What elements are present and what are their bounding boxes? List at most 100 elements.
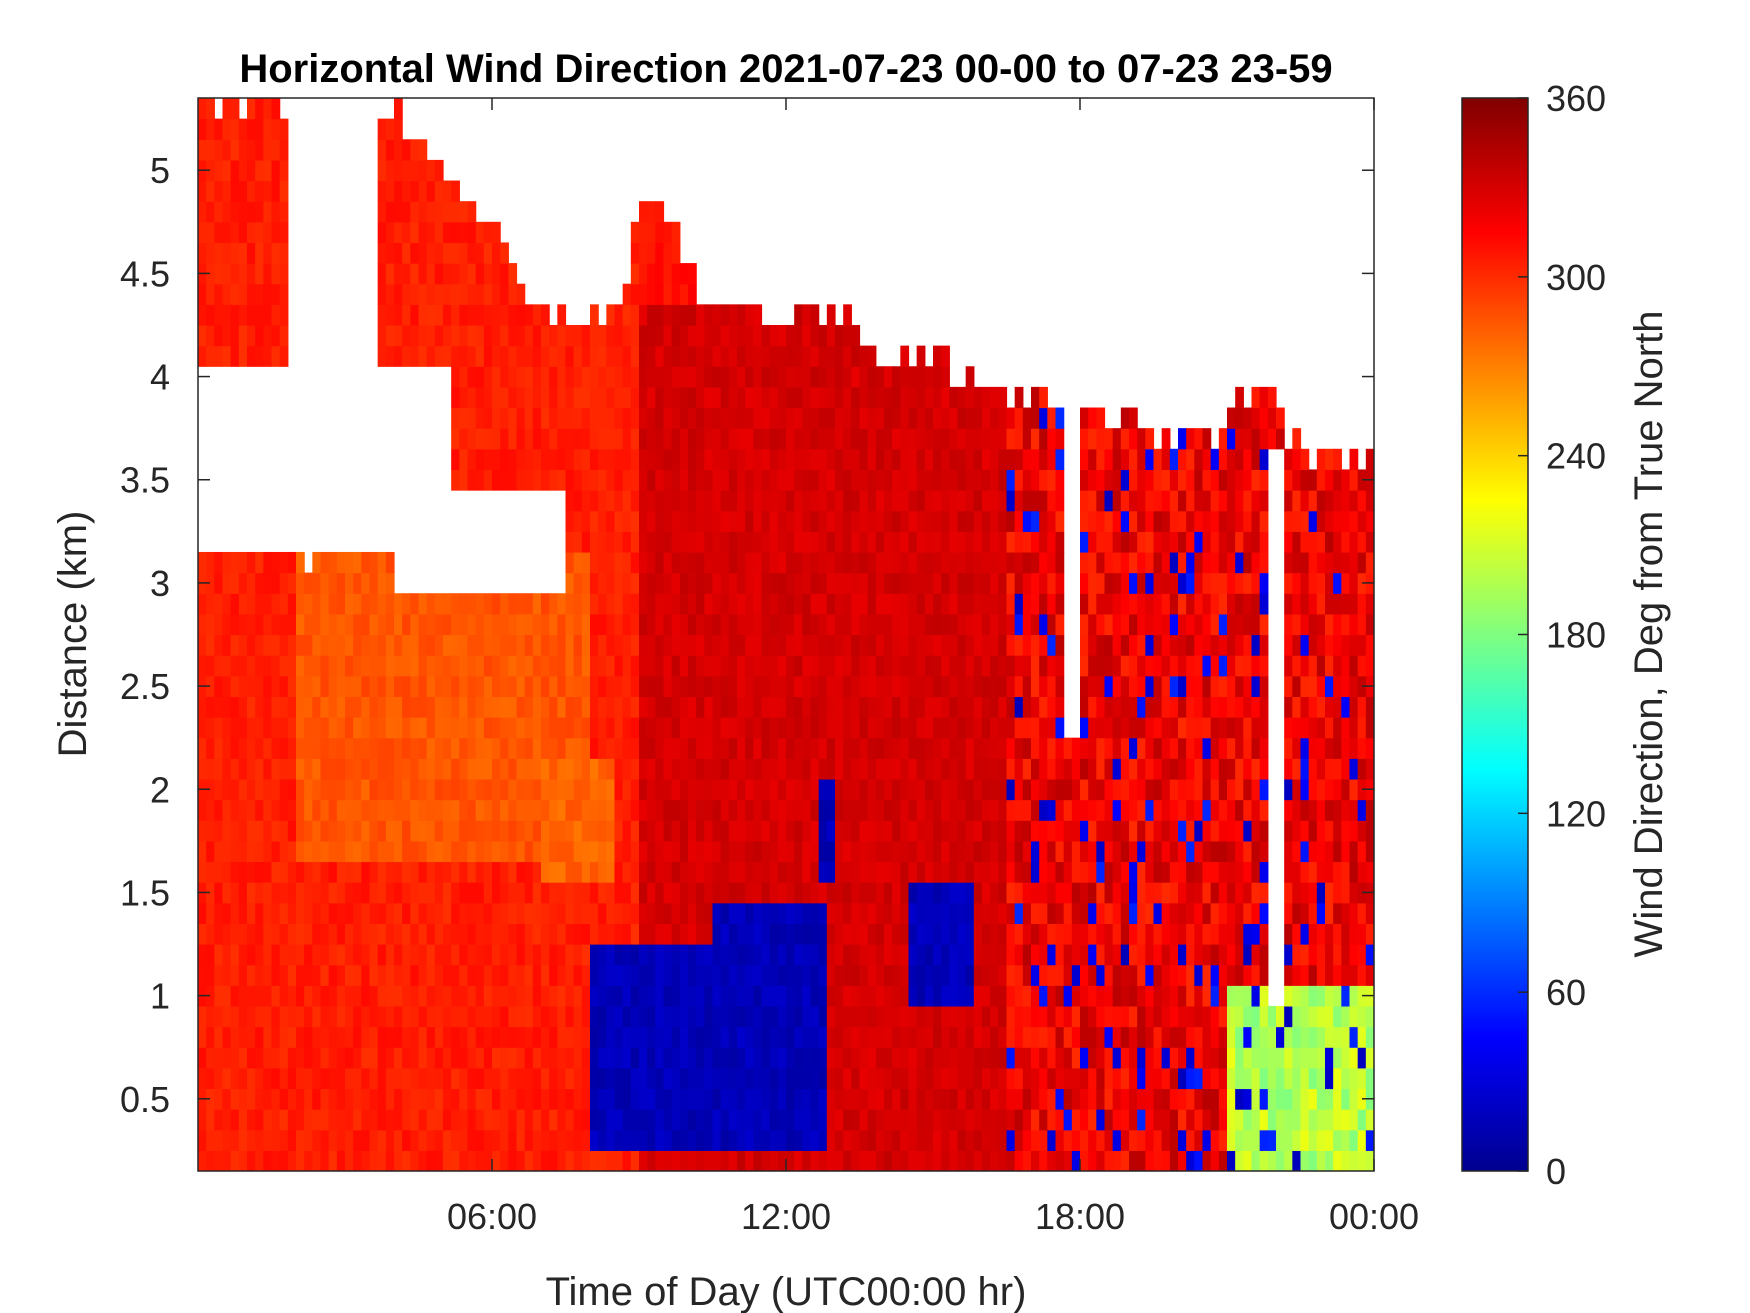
heatmap-cell <box>320 1047 330 1069</box>
heatmap-cell <box>606 407 616 429</box>
heatmap-cell <box>573 345 583 367</box>
heatmap-cell <box>238 551 248 574</box>
heatmap-cell <box>557 861 567 883</box>
heatmap-cell <box>361 902 371 924</box>
heatmap-cell <box>263 717 273 739</box>
heatmap-cell <box>826 882 836 904</box>
heatmap-cell <box>565 613 575 636</box>
heatmap-cell <box>818 820 828 842</box>
heatmap-cell <box>214 613 224 636</box>
heatmap-cell <box>761 407 771 429</box>
heatmap-cell <box>777 324 787 347</box>
heatmap-cell <box>434 1129 444 1151</box>
heatmap-cell <box>679 324 689 347</box>
heatmap-cell <box>720 428 730 450</box>
heatmap-cell <box>835 510 844 532</box>
heatmap-cell <box>990 428 999 450</box>
heatmap-cell <box>1096 964 1106 986</box>
heatmap-cell <box>532 820 542 842</box>
heatmap-cell <box>296 655 305 677</box>
heatmap-cell <box>1178 696 1187 718</box>
heatmap-cell <box>426 242 436 264</box>
heatmap-cell <box>1096 737 1106 759</box>
heatmap-cell <box>443 283 452 305</box>
heatmap-cell <box>1227 613 1236 636</box>
heatmap-cell <box>426 1047 436 1069</box>
heatmap-cell <box>982 717 991 739</box>
heatmap-cell <box>410 717 420 739</box>
heatmap-cell <box>1218 985 1228 1007</box>
heatmap-cell <box>737 1150 746 1171</box>
heatmap-cell <box>786 469 795 491</box>
heatmap-cell <box>279 1067 289 1090</box>
heatmap-cell <box>1031 758 1040 780</box>
heatmap-cell <box>639 902 648 924</box>
heatmap-cell <box>443 221 452 244</box>
heatmap-cell <box>655 572 665 594</box>
heatmap-cell <box>1022 944 1032 966</box>
heatmap-cell <box>647 944 656 966</box>
heatmap-cell <box>206 675 215 697</box>
heatmap-cell <box>933 531 942 553</box>
heatmap-cell <box>1006 572 1016 594</box>
heatmap-cell <box>1080 407 1089 429</box>
heatmap-cell <box>557 613 567 636</box>
heatmap-cell <box>1178 1088 1187 1110</box>
heatmap-cell <box>679 1109 689 1131</box>
heatmap-cell <box>1129 655 1138 677</box>
heatmap-cell <box>590 1026 599 1048</box>
heatmap-cell <box>1145 634 1155 656</box>
heatmap-cell <box>451 985 460 1007</box>
heatmap-cell <box>1178 572 1187 594</box>
heatmap-cell <box>565 882 575 904</box>
heatmap-cell <box>1031 655 1040 677</box>
heatmap-cell <box>434 840 444 863</box>
heatmap-cell <box>516 386 526 409</box>
heatmap-cell <box>818 923 828 945</box>
heatmap-cell <box>655 593 665 615</box>
heatmap-cell <box>418 655 428 677</box>
heatmap-cell <box>1145 1047 1155 1069</box>
heatmap-cell <box>1218 964 1228 986</box>
heatmap-cell <box>614 778 624 801</box>
heatmap-cell <box>271 572 281 594</box>
heatmap-cell <box>320 551 330 574</box>
heatmap-cell <box>1104 696 1114 718</box>
heatmap-cell <box>1202 1067 1212 1090</box>
heatmap-cell <box>679 1026 689 1048</box>
heatmap-cell <box>663 469 673 491</box>
heatmap-cell <box>1210 551 1220 574</box>
heatmap-cell <box>271 1129 281 1151</box>
heatmap-cell <box>1153 1150 1163 1171</box>
heatmap-cell <box>826 324 836 347</box>
heatmap-cell <box>353 923 362 945</box>
heatmap-cell <box>247 737 256 759</box>
heatmap-cell <box>410 263 420 285</box>
heatmap-cell <box>908 717 918 739</box>
heatmap-cell <box>434 180 444 202</box>
heatmap-cell <box>1080 1047 1089 1069</box>
heatmap-cell <box>818 778 828 801</box>
heatmap-cell <box>745 778 754 801</box>
heatmap-cell <box>426 159 436 182</box>
heatmap-cell <box>1210 593 1220 615</box>
heatmap-cell <box>614 1047 624 1069</box>
heatmap-cell <box>361 861 371 883</box>
heatmap-cell <box>1031 985 1040 1007</box>
heatmap-cell <box>598 366 607 388</box>
heatmap-cell <box>835 778 844 801</box>
heatmap-cell <box>859 923 869 945</box>
heatmap-cell <box>410 902 420 924</box>
heatmap-cell <box>1137 1088 1146 1110</box>
heatmap-cell <box>769 820 779 842</box>
heatmap-cell <box>998 1067 1008 1090</box>
heatmap-cell <box>377 1129 387 1151</box>
heatmap-cell <box>500 696 509 718</box>
heatmap-cell <box>941 1067 950 1090</box>
heatmap-cell <box>826 510 836 532</box>
heatmap-cell <box>720 758 730 780</box>
heatmap-cell <box>492 799 501 821</box>
heatmap-cell <box>630 840 640 863</box>
heatmap-cell <box>410 1005 420 1028</box>
heatmap-cell <box>630 304 640 326</box>
